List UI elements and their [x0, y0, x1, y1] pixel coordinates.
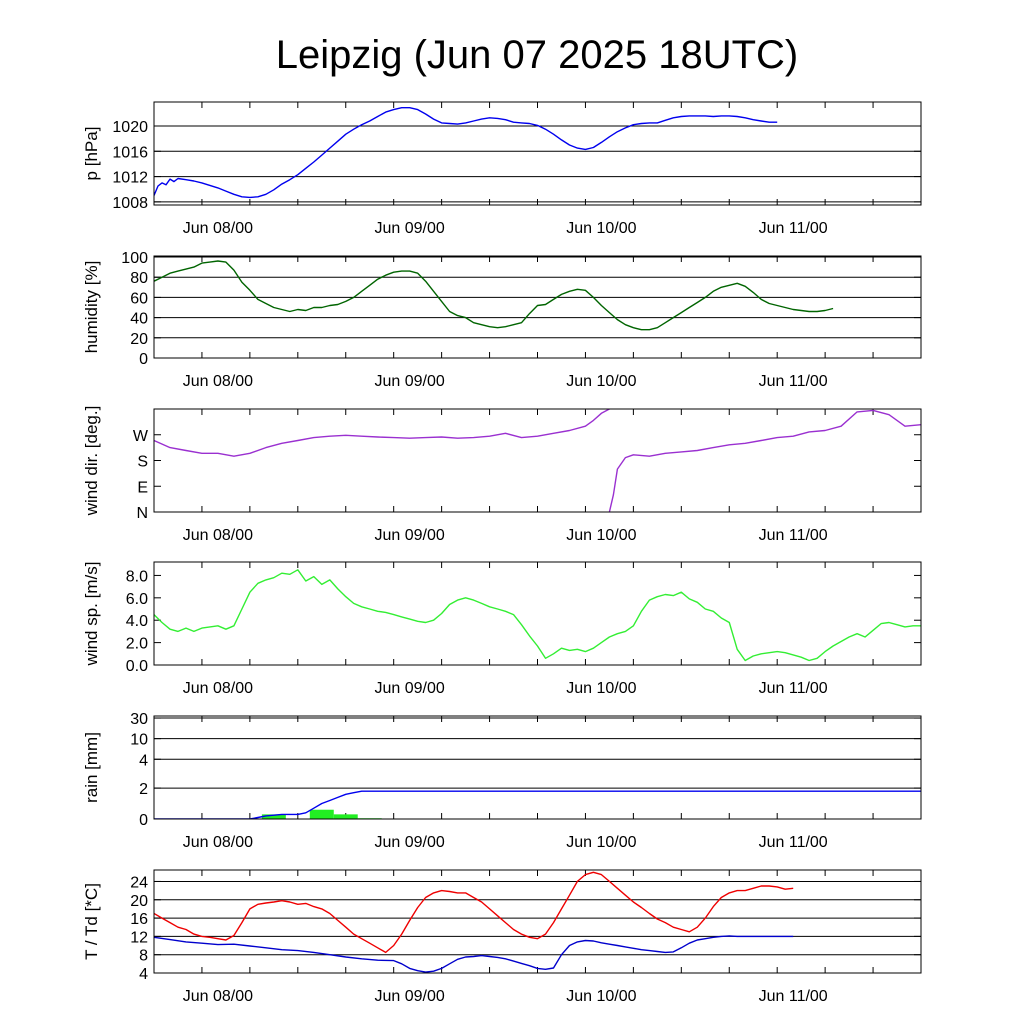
wind_speed-frame	[153, 561, 922, 666]
pressure-ylabel: p [hPa]	[82, 127, 101, 181]
rain-series-line	[154, 790, 921, 819]
rain-xtick-label: Jun 09/00	[375, 834, 445, 851]
rain-xtick-label: Jun 10/00	[566, 834, 636, 851]
temperature-ytick-label: 4	[139, 966, 148, 983]
wind_speed-series-line	[154, 569, 921, 662]
humidity-ytick-label: 80	[130, 270, 148, 287]
pressure-ytick-label: 1012	[112, 170, 148, 187]
pressure-frame	[153, 101, 922, 206]
temperature-ytick-label: 20	[130, 893, 148, 910]
wind_dir-ytick-label: E	[137, 479, 148, 496]
wind_dir-frame	[153, 408, 922, 513]
rain-xtick-label: Jun 11/00	[759, 834, 828, 851]
pressure-xtick-label: Jun 10/00	[566, 220, 636, 237]
wind_speed-xtick-label: Jun 08/00	[183, 680, 253, 697]
wind_speed-ytick-label: 4.0	[126, 613, 148, 630]
rain-ytick-label: 10	[130, 732, 148, 749]
wind_speed-ytick-label: 6.0	[126, 591, 148, 608]
rain-ytick-label: 2	[139, 781, 148, 798]
rain-bar	[261, 814, 286, 819]
temperature-ylabel: T / Td [*C]	[82, 883, 101, 960]
temperature-ytick-label: 8	[139, 948, 148, 965]
temperature-series-line	[154, 871, 794, 954]
rain-panel: 0 2 4 10 30 Jun 08/00 Jun 09/00 Jun 10/00 Jun 11…	[82, 711, 922, 851]
wind_dir-ytick-label: W	[133, 428, 149, 445]
humidity-series-line	[154, 260, 834, 331]
rain-xtick-label: Jun 08/00	[183, 834, 253, 851]
temperature-xtick-label: Jun 11/00	[759, 988, 828, 1005]
humidity-frame	[153, 255, 922, 359]
rain-ytick-label: 30	[130, 711, 148, 728]
wind_dir-series-line	[154, 409, 610, 457]
temperature-ytick-label: 12	[130, 929, 148, 946]
humidity-panel: 0 20 40 60 80 100 Jun 08/00 Jun 09/00 Jun 10/00 J…	[82, 250, 922, 390]
humidity-ytick-label: 0	[139, 351, 148, 368]
temperature-ytick-label: 24	[130, 874, 148, 891]
rain-bar	[309, 809, 334, 819]
wind_dir-xtick-label: Jun 09/00	[375, 527, 445, 544]
pressure-xtick-label: Jun 08/00	[183, 220, 253, 237]
humidity-xtick-label: Jun 10/00	[566, 373, 636, 390]
humidity-ytick-label: 20	[130, 331, 148, 348]
wind_dir-xtick-label: Jun 11/00	[759, 527, 828, 544]
humidity-ylabel: humidity [%]	[82, 261, 101, 354]
temperature-xtick-label: Jun 10/00	[566, 988, 636, 1005]
wind_speed-ylabel: wind sp. [m/s]	[82, 562, 101, 667]
humidity-ytick-label: 100	[121, 250, 148, 267]
rain-ytick-label: 0	[139, 812, 148, 829]
rain-bar	[333, 814, 358, 819]
wind_dir-xtick-label: Jun 10/00	[566, 527, 636, 544]
wind_speed-xtick-label: Jun 10/00	[566, 680, 636, 697]
wind_speed-xtick-label: Jun 11/00	[759, 680, 828, 697]
wind_dir-ylabel: wind dir. [deg.]	[82, 406, 101, 517]
wind_dir-xtick-label: Jun 08/00	[183, 527, 253, 544]
humidity-xtick-label: Jun 11/00	[759, 373, 828, 390]
rain-ytick-label: 4	[139, 752, 148, 769]
wind_dir-ytick-label: S	[137, 454, 148, 471]
rain-ylabel: rain [mm]	[82, 732, 101, 803]
temperature-ytick-label: 16	[130, 911, 148, 928]
chart-title: Leipzig (Jun 07 2025 18UTC)	[276, 33, 799, 77]
temperature-xtick-label: Jun 08/00	[183, 988, 253, 1005]
pressure-series-line	[154, 107, 778, 199]
pressure-ytick-label: 1020	[112, 119, 148, 136]
temperature-xtick-label: Jun 09/00	[375, 988, 445, 1005]
pressure-ytick-label: 1016	[112, 144, 148, 161]
pressure-xtick-label: Jun 09/00	[375, 220, 445, 237]
wind_dir-ytick-label: N	[136, 505, 148, 522]
wind_dir-series-line	[608, 409, 921, 512]
humidity-ytick-label: 40	[130, 311, 148, 328]
temperature-frame	[153, 869, 922, 974]
humidity-xtick-label: Jun 09/00	[375, 373, 445, 390]
wind_speed-ytick-label: 2.0	[126, 636, 148, 653]
rain-frame	[153, 715, 922, 820]
pressure-ytick-label: 1008	[112, 195, 148, 212]
humidity-ytick-label: 60	[130, 290, 148, 307]
wind_speed-ytick-label: 8.0	[126, 568, 148, 585]
wind_speed-xtick-label: Jun 09/00	[375, 680, 445, 697]
humidity-xtick-label: Jun 08/00	[183, 373, 253, 390]
wind_speed-ytick-label: 0.0	[126, 658, 148, 675]
pressure-panel: 1008 1012 1016 1020 Jun 08/00 Jun 09/00 Jun 10…	[82, 101, 922, 237]
wind_speed-panel: 0.0 2.0 4.0 6.0 8.0 Jun 08/00 Jun 09/00 Jun 10/…	[82, 561, 922, 697]
pressure-xtick-label: Jun 11/00	[759, 220, 828, 237]
temperature-series-line	[154, 935, 794, 973]
